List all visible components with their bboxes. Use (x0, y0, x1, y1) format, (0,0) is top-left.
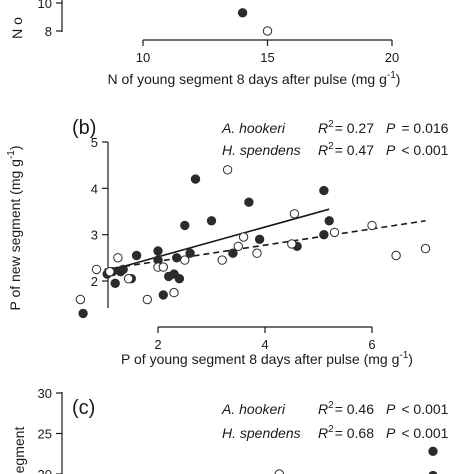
panel-b-point-open (75, 294, 86, 305)
panel-c-ytick-label: 30 (38, 386, 52, 401)
panel-c-stat-2-r2: R2= 0.68 (318, 424, 374, 441)
panel-b-point-filled (78, 308, 88, 319)
panel-b-point-filled (185, 248, 195, 258)
panel-b-point-open (238, 232, 249, 242)
panel-b-stat-1-species: A. hookeri (221, 120, 286, 136)
panel-a-xlabel: N of young segment 8 days after pulse (m… (108, 70, 401, 87)
panel-b-point-filled (174, 274, 185, 284)
panel-b-point-open (169, 287, 179, 298)
panel-b-stat-2-species: H. spendens (222, 142, 301, 158)
panel-c-stat-1-species: A. hookeri (221, 401, 286, 417)
panel-b-stat-2-r2: R2= 0.47 (318, 141, 374, 158)
panel-b-point-open (287, 239, 297, 249)
panel-b-point-filled (158, 290, 169, 300)
panel-b-stat-1-p: P = 0.016 (386, 120, 449, 136)
panel-c-letter: (c) (72, 397, 95, 419)
panel-c-stat-2-p: P < 0.001 (386, 425, 449, 441)
panel-b-ytick-label: 4 (91, 181, 98, 196)
panel-b-ytick-label: 5 (91, 135, 98, 150)
panel-b-ytick-label: 3 (91, 228, 98, 243)
panel-c-point-filled (428, 446, 438, 456)
panel-a-point-filled (237, 8, 248, 18)
panel-c-stat-2-species: H. spendens (222, 425, 301, 441)
panel-b-letter: (b) (72, 117, 96, 139)
panel-b-ytick-label: 2 (91, 274, 98, 289)
panel-b-point-open (158, 262, 169, 272)
panel-c-point-open (274, 469, 284, 474)
panel-b-point-filled (244, 197, 254, 207)
panel-a-ylabel: N o (9, 17, 25, 39)
panel-a-xtick-label: 20 (385, 50, 399, 65)
panel-b-point-open (123, 274, 134, 284)
panel-c-stat-2: H. spendens R2= 0.68 P < 0.001 (222, 424, 449, 441)
panel-b-xtick-label: 4 (261, 337, 268, 352)
panel-b-point-open (252, 248, 262, 258)
panel-b-stat-1: A. hookeri R2= 0.27 P = 0.016 (221, 119, 449, 136)
panel-b-point-open (233, 241, 244, 252)
panel-b-point-filled (115, 267, 126, 277)
panel-c-stat-1: A. hookeri R2= 0.46 P < 0.001 (221, 400, 449, 417)
panel-b-point-filled (228, 248, 238, 258)
panel-b-point-filled (131, 250, 142, 261)
panel-b-point-filled (153, 246, 163, 256)
panel-b-stat-2: H. spendens R2= 0.47 P < 0.001 (222, 141, 449, 158)
panel-a-ytick-label: 10 (38, 0, 52, 11)
panel-c-ylabel: egment (11, 427, 27, 474)
panel-b-point-open (91, 264, 102, 275)
panel-b-ylabel: P of new segment (mg g-1) (6, 145, 23, 310)
panel-b-point-open (105, 267, 115, 277)
panel-b-point-filled (206, 216, 217, 226)
panel-b-fit-line-solid (104, 208, 330, 273)
panel-b-point-open (289, 209, 300, 219)
panel-b-point-filled (319, 230, 329, 240)
panel-b-point-filled (110, 278, 120, 288)
panel-a-ytick-label: 8 (45, 24, 52, 39)
panel-c-ytick-label: 25 (38, 427, 52, 442)
panel-b-point-open (391, 250, 401, 261)
panel-b-fit-line-dashed (104, 220, 426, 271)
panel-b-point-filled (172, 253, 182, 263)
panel-c-ytick-label: 20 (38, 467, 52, 474)
panel-b-point-open (222, 165, 233, 175)
panel-b-point-filled (324, 216, 334, 226)
panel-b-point-open (329, 227, 340, 238)
panel-b-stat-1-r2: R2= 0.27 (318, 119, 374, 136)
panel-b-point-open (367, 220, 377, 231)
panel-a: N o N of young segment 8 days after puls… (9, 0, 400, 87)
panel-a-xtick-label: 15 (260, 50, 274, 65)
panel-c-stat-1-r2: R2= 0.46 (318, 400, 374, 417)
panel-b-point-filled (319, 185, 329, 196)
panel-b-xtick-label: 2 (154, 337, 161, 352)
panel-a-point-open (262, 26, 273, 36)
panel-c-point-filled (428, 470, 438, 474)
panel-b-point-open (180, 255, 190, 265)
panel-b-point-open (142, 294, 153, 305)
panel-b-point-open (113, 253, 123, 263)
panel-b-point-open (420, 243, 431, 254)
panel-b-point-filled (190, 174, 201, 184)
panel-c-stat-1-p: P < 0.001 (386, 401, 449, 417)
panel-b: (b) P of new segment (mg g-1) P of young… (6, 117, 449, 367)
panel-b-stat-2-p: P < 0.001 (386, 142, 449, 158)
panel-a-xtick-label: 10 (136, 50, 150, 65)
panel-b-point-filled (180, 220, 190, 231)
panel-b-point-filled (254, 234, 265, 245)
panel-c: (c) egment A. hookeri R2= 0.46 P < 0.001 … (11, 386, 449, 474)
panel-b-point-open (217, 255, 227, 265)
panel-b-xlabel: P of young segment 8 days after pulse (m… (121, 350, 413, 367)
panel-b-xtick-label: 6 (368, 337, 375, 352)
